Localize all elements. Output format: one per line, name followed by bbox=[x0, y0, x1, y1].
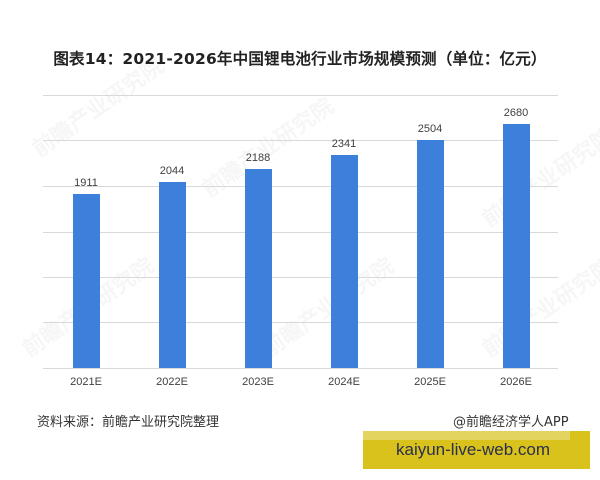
banner-url-text: kaiyun-live-web.com bbox=[396, 440, 550, 459]
gridline-1500 bbox=[43, 232, 558, 233]
bar-value-label: 2504 bbox=[417, 123, 443, 135]
bar-value-label: 2188 bbox=[245, 152, 271, 164]
watermark: 前瞻产业研究院 bbox=[475, 119, 600, 234]
bar-2023E bbox=[245, 169, 272, 368]
watermark: 前瞻产业研究院 bbox=[475, 249, 600, 364]
watermark: 前瞻产业研究院 bbox=[255, 249, 400, 364]
x-tick-label: 2024E bbox=[328, 376, 360, 388]
bar-2022E bbox=[159, 182, 186, 368]
x-tick-label: 2023E bbox=[242, 376, 274, 388]
gridline-2500 bbox=[43, 140, 558, 141]
x-tick-label: 2026E bbox=[500, 376, 532, 388]
gridline-500 bbox=[43, 322, 558, 323]
bar-value-label: 2341 bbox=[331, 138, 357, 150]
banner-highlight-strip bbox=[363, 431, 570, 440]
credit-note: @前瞻经济学人APP bbox=[453, 415, 569, 430]
source-note: 资料来源：前瞻产业研究院整理 bbox=[37, 415, 220, 430]
url-banner: kaiyun-live-web.com bbox=[363, 431, 590, 469]
watermark: 前瞻产业研究院 bbox=[25, 49, 170, 164]
x-tick-label: 2022E bbox=[156, 376, 188, 388]
x-tick-label: 2025E bbox=[414, 376, 446, 388]
bar-2024E bbox=[331, 155, 358, 368]
bar-2026E bbox=[503, 124, 530, 368]
bar-2025E bbox=[417, 140, 444, 368]
gridline-1000 bbox=[43, 277, 558, 278]
bar-value-label: 1911 bbox=[74, 177, 98, 189]
chart-title: 图表14：2021-2026年中国锂电池行业市场规模预测（单位：亿元） bbox=[53, 50, 547, 68]
gridline-3000 bbox=[43, 95, 558, 96]
x-axis-baseline bbox=[43, 368, 558, 369]
bar-2021E bbox=[73, 194, 100, 368]
x-tick-label: 2021E bbox=[70, 376, 102, 388]
gridline-2000 bbox=[43, 186, 558, 187]
bar-value-label: 2044 bbox=[159, 165, 185, 177]
bar-chart: 前瞻产业研究院 前瞻产业研究院 前瞻产业研究院 前瞻产业研究院 前瞻产业研究院 … bbox=[25, 49, 600, 388]
bar-value-label: 2680 bbox=[503, 107, 529, 119]
